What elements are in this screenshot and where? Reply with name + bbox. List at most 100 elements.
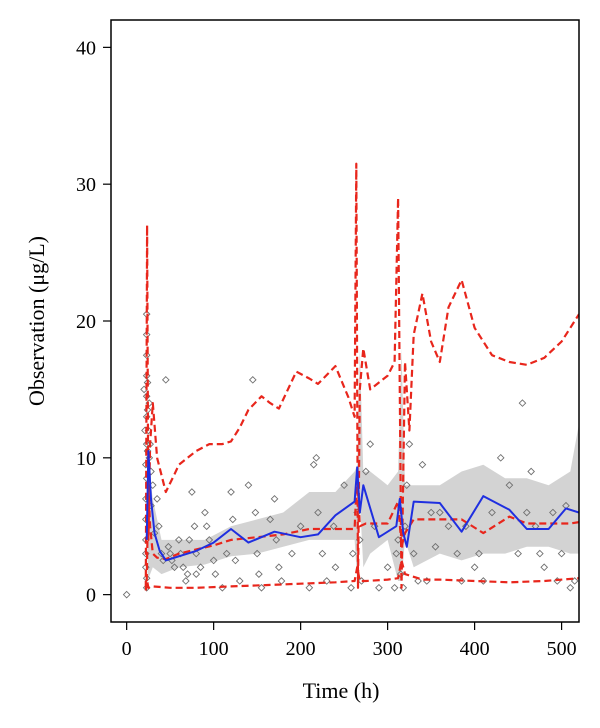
observation-point (309, 460, 318, 469)
observation-point (157, 549, 166, 558)
observation-point (227, 488, 235, 496)
y-tick-label: 40 (76, 37, 96, 59)
observation-point (566, 583, 575, 592)
y-axis-title: Observation (μg/L) (24, 236, 49, 406)
observation-point (514, 549, 522, 558)
observation-point (536, 549, 544, 558)
observation-point (496, 453, 505, 462)
observation-point (190, 522, 199, 531)
observation-point (296, 522, 305, 531)
y-tick-label: 10 (76, 448, 96, 470)
observation-point (418, 460, 427, 469)
observation-point (435, 508, 444, 517)
median-line (145, 450, 579, 562)
observation-point (275, 563, 283, 572)
observation-point (390, 583, 399, 592)
observation-point (357, 577, 366, 585)
observation-point (122, 590, 131, 599)
observation-point (402, 481, 411, 490)
prediction-interval-band (147, 348, 579, 581)
observation-point (222, 549, 231, 558)
observation-point (146, 440, 154, 448)
observation-point (347, 583, 355, 592)
observation-point (340, 481, 348, 490)
observation-point (370, 522, 379, 531)
observation-point (192, 570, 201, 578)
observation-point (488, 508, 496, 517)
observation-point (248, 375, 257, 384)
observation-point (518, 399, 527, 407)
observation-point (322, 577, 331, 585)
percentile-line (144, 559, 579, 591)
observation-point (185, 536, 194, 544)
observation-point (211, 570, 220, 578)
observation-point (331, 563, 340, 572)
observation-point (312, 453, 321, 462)
x-tick-label: 0 (122, 638, 132, 660)
observation-point (257, 583, 266, 592)
y-tick-label: 0 (86, 585, 96, 607)
observation-point (196, 563, 205, 572)
x-axis-title: Time (h) (303, 678, 380, 703)
observation-point (175, 536, 183, 544)
observation-point (470, 563, 479, 572)
observation-point (205, 536, 214, 544)
observation-point (557, 549, 566, 558)
observation-point (183, 570, 192, 578)
x-tick-label: 500 (547, 638, 577, 660)
observation-point (540, 563, 549, 572)
observation-point (188, 488, 196, 496)
y-tick-label: 20 (76, 311, 96, 333)
observation-point (409, 549, 418, 558)
x-tick-label: 400 (460, 638, 490, 660)
observation-point (142, 440, 151, 448)
observation-point (253, 549, 261, 558)
observation-point (366, 440, 375, 448)
observation-point (209, 556, 218, 565)
observation-point (153, 495, 161, 503)
observation-point (318, 549, 327, 558)
observation-point (270, 495, 279, 503)
observation-point (244, 481, 253, 490)
observation-point (505, 481, 514, 490)
observation-point (166, 549, 174, 558)
observation-point (228, 515, 237, 524)
observation-point (362, 467, 370, 476)
observation-point (392, 549, 401, 558)
observation-point (375, 583, 383, 592)
observation-point (170, 563, 179, 572)
observation-point (527, 467, 535, 476)
observation-point (522, 508, 531, 517)
y-axis: 0 10 20 30 40 (76, 37, 111, 607)
observation-point (288, 549, 296, 558)
observation-point (314, 508, 322, 517)
observation-point (427, 508, 435, 517)
y-tick-label: 30 (76, 174, 96, 196)
x-axis: 0 100 200 300 400 500 (122, 622, 577, 660)
observation-point (266, 515, 275, 524)
x-tick-label: 300 (373, 638, 403, 660)
observation-point (479, 577, 488, 585)
observation-point (201, 508, 209, 517)
observation-point (549, 508, 557, 517)
observation-point (251, 508, 260, 517)
observation-point (277, 577, 286, 585)
observation-point (329, 522, 338, 531)
observation-point (179, 563, 188, 572)
band-area (147, 348, 579, 581)
observation-point (348, 549, 357, 558)
observation-point (444, 522, 453, 531)
observation-point (155, 522, 163, 531)
observation-point (405, 440, 414, 448)
observation-point (431, 542, 440, 551)
observation-point (255, 570, 263, 578)
observation-point (305, 583, 314, 592)
observation-point (161, 375, 170, 384)
observation-point (383, 563, 392, 572)
observation-point (231, 556, 240, 565)
observation-point (202, 522, 211, 531)
observation-point (235, 577, 244, 585)
x-tick-label: 200 (286, 638, 316, 660)
observation-point (570, 577, 579, 585)
